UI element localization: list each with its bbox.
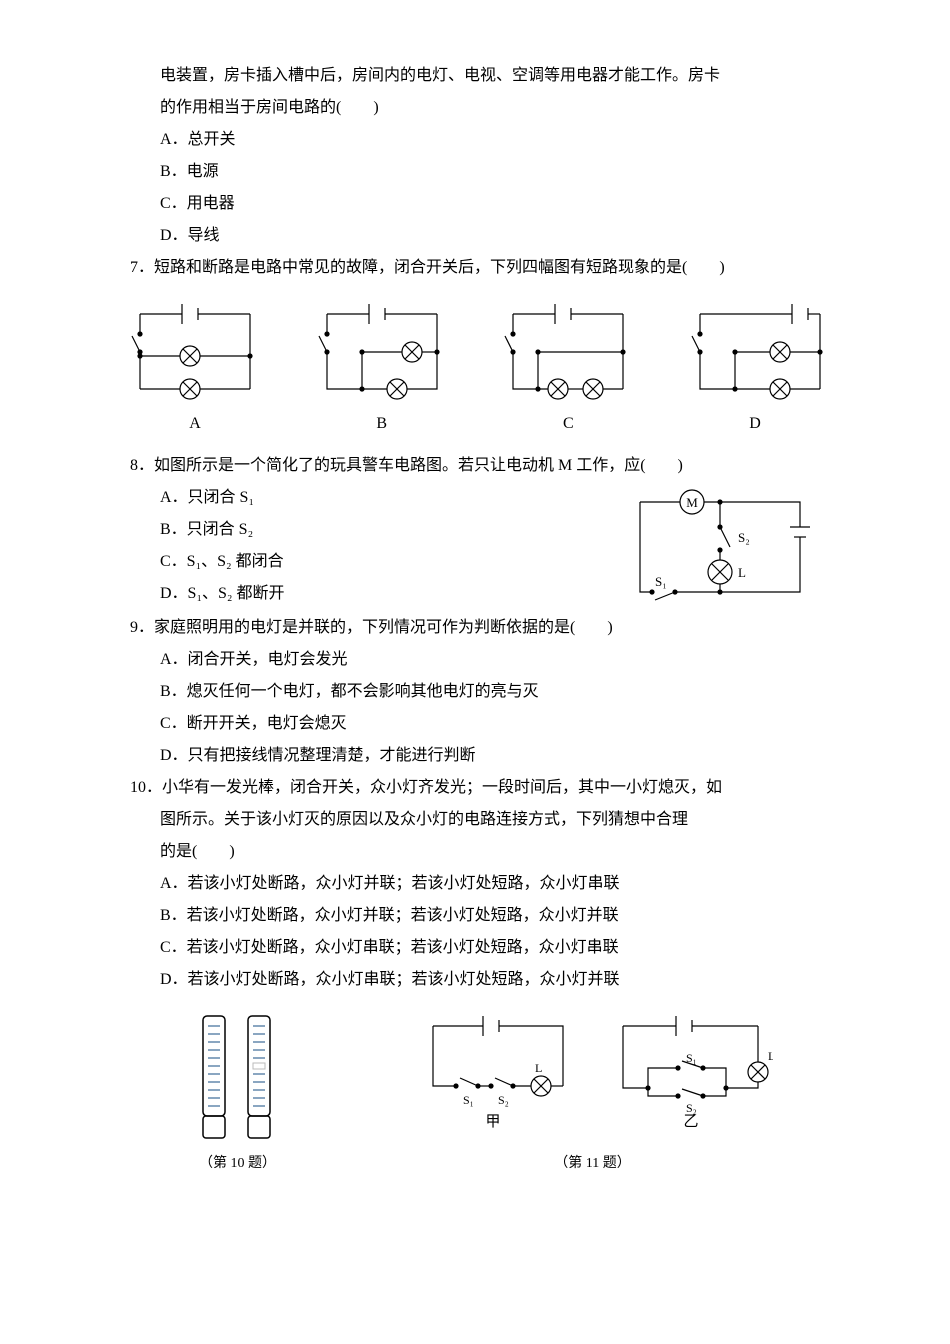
q9-stem: 9．家庭照明用的电灯是并联的，下列情况可作为判断依据的是( ) bbox=[120, 612, 830, 644]
q11b-s1: S₁ bbox=[686, 1051, 697, 1065]
q10-opt-a: A．若该小灯处断路，众小灯并联；若该小灯处短路，众小灯串联 bbox=[160, 868, 830, 900]
q10-opt-c: C．若该小灯处断路，众小灯串联；若该小灯处短路，众小灯串联 bbox=[160, 932, 830, 964]
q6-opt-b: B．电源 bbox=[160, 156, 830, 188]
q7-figures: A bbox=[120, 294, 830, 440]
q10-opt-d: D．若该小灯处断路，众小灯串联；若该小灯处短路，众小灯并联 bbox=[160, 964, 830, 996]
q10-opt-b: B．若该小灯处断路，众小灯并联；若该小灯处短路，众小灯并联 bbox=[160, 900, 830, 932]
q6-stem-line1: 电装置，房卡插入槽中后，房间内的电灯、电视、空调等用电器才能工作。房卡 bbox=[120, 60, 830, 92]
q9-opt-d: D．只有把接线情况整理清楚，才能进行判断 bbox=[160, 740, 830, 772]
q11b-l: L bbox=[768, 1049, 773, 1063]
q11a-s1: S₁ bbox=[463, 1093, 474, 1107]
q9-options: A．闭合开关，电灯会发光 B．熄灭任何一个电灯，都不会影响其他电灯的亮与灭 C．… bbox=[120, 644, 830, 772]
q8-m-label: M bbox=[686, 495, 698, 510]
q7-fig-b: B bbox=[307, 294, 457, 440]
q7-stem: 7．短路和断路是电路中常见的故障，闭合开关后，下列四幅图有短路现象的是( ) bbox=[120, 252, 830, 284]
q8-s1-label: S₁ bbox=[655, 574, 667, 589]
q11-caption: （第 11 题） bbox=[554, 1150, 630, 1178]
q6-opt-a: A．总开关 bbox=[160, 124, 830, 156]
q6-opt-d: D．导线 bbox=[160, 220, 830, 252]
q7-fig-a: A bbox=[120, 294, 270, 440]
q7-label-d: D bbox=[749, 408, 761, 440]
q7-fig-c: C bbox=[493, 294, 643, 440]
bottom-figures: （第 10 题） bbox=[120, 1006, 830, 1178]
q11b-s2: S₂ bbox=[686, 1101, 697, 1115]
q9-opt-a: A．闭合开关，电灯会发光 bbox=[160, 644, 830, 676]
q10-stem-3: 的是( ) bbox=[120, 836, 830, 868]
q10-stem-2: 图所示。关于该小灯灭的原因以及众小灯的电路连接方式，下列猜想中合理 bbox=[120, 804, 830, 836]
q7-label-c: C bbox=[563, 408, 574, 440]
q6-opt-c: C．用电器 bbox=[160, 188, 830, 220]
q8-l-label: L bbox=[738, 565, 746, 580]
q6-stem-line2: 的作用相当于房间电路的( ) bbox=[120, 92, 830, 124]
q10-options: A．若该小灯处断路，众小灯并联；若该小灯处短路，众小灯串联 B．若该小灯处断路，… bbox=[120, 868, 830, 996]
q9-opt-c: C．断开开关，电灯会熄灭 bbox=[160, 708, 830, 740]
q8-figure: M S₂ S₁ L bbox=[620, 482, 830, 612]
q8-stem: 8．如图所示是一个简化了的玩具警车电路图。若只让电动机 M 工作，应( ) bbox=[120, 450, 830, 482]
q11-yi: 乙 bbox=[683, 1114, 698, 1130]
q11-figure: S₁ S₂ L 甲 bbox=[413, 1006, 773, 1178]
q7-label-a: A bbox=[189, 408, 201, 440]
q7-label-b: B bbox=[376, 408, 387, 440]
q9-opt-b: B．熄灭任何一个电灯，都不会影响其他电灯的亮与灭 bbox=[160, 676, 830, 708]
q10-caption: （第 10 题） bbox=[199, 1150, 276, 1178]
q8-s2-label: S₂ bbox=[738, 530, 750, 545]
q10-stem-1: 10．小华有一发光棒，闭合开关，众小灯齐发光；一段时间后，其中一小灯熄灭，如 bbox=[120, 772, 830, 804]
q11a-l: L bbox=[535, 1061, 542, 1075]
q10-figure: （第 10 题） bbox=[178, 1006, 298, 1178]
q11-jia: 甲 bbox=[485, 1114, 500, 1130]
q11a-s2: S₂ bbox=[498, 1093, 509, 1107]
q7-fig-d: D bbox=[680, 294, 830, 440]
q6-options: A．总开关 B．电源 C．用电器 D．导线 bbox=[120, 124, 830, 252]
